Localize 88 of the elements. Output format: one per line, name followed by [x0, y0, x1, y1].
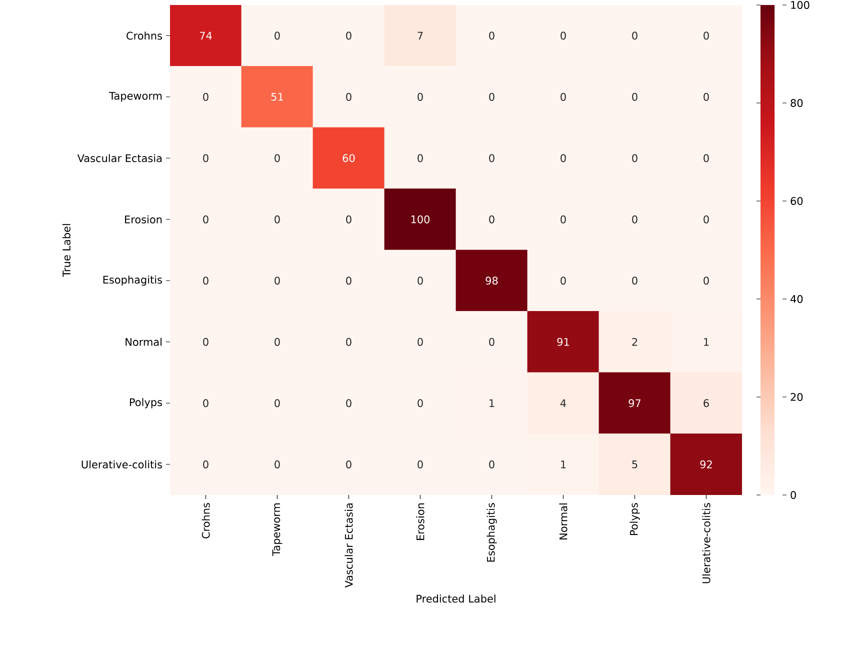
data-label: 1 [490, 399, 494, 407]
data-label: 74 [200, 32, 212, 40]
data-label: 0 [704, 92, 709, 101]
data-label: 0 [489, 154, 494, 162]
y-tick-label: Vascular Ectasia [77, 154, 162, 162]
data-label: 2 [632, 338, 638, 346]
data-label: 0 [489, 92, 494, 101]
data-label: 0 [632, 154, 638, 162]
x-axis-title: Predicted Label [416, 594, 496, 603]
y-tick-label: Esophagitis [103, 276, 162, 286]
data-label: 51 [271, 92, 283, 101]
data-label: 0 [560, 276, 566, 285]
data-label: 0 [274, 32, 280, 40]
data-label: 100 [411, 215, 430, 224]
data-label: 0 [560, 92, 566, 101]
y-tick-label: Polyps [130, 398, 162, 408]
data-label: 0 [632, 92, 638, 101]
data-label: 0 [203, 338, 208, 346]
data-label: 0 [418, 338, 423, 346]
data-label: 0 [704, 32, 709, 40]
y-axis-title: True Label [62, 224, 70, 277]
data-label: 0 [489, 32, 494, 40]
data-label: 5 [632, 460, 638, 468]
data-label: 0 [203, 92, 208, 101]
y-tick-label: Crohns [126, 32, 162, 40]
data-label: 4 [560, 399, 566, 407]
data-label: 0 [346, 32, 352, 40]
x-tick-label: Vascular Ectasia [344, 503, 353, 588]
data-label: 0 [418, 154, 423, 162]
x-tick-label: Esophagitis [486, 503, 497, 562]
data-label: 0 [203, 399, 208, 408]
color-bar-label: 40 [790, 295, 803, 303]
x-tick-label: Normal [559, 504, 568, 540]
data-label: 0 [418, 399, 423, 408]
x-tick-label: Tapeworm [272, 503, 282, 556]
data-label: 0 [203, 154, 208, 162]
data-label: 97 [628, 399, 640, 408]
data-label: 0 [274, 276, 280, 285]
data-label: 0 [632, 215, 638, 224]
y-tick-label: Tapeworm [109, 92, 162, 102]
data-label: 6 [704, 399, 709, 408]
data-label: 0 [346, 338, 352, 346]
data-label: 92 [700, 460, 712, 468]
x-tick-label: Crohns [202, 503, 210, 538]
data-label: 0 [346, 399, 352, 408]
data-label: 0 [274, 338, 280, 346]
data-label: 98 [486, 276, 498, 285]
data-label: 0 [632, 276, 638, 285]
data-label: 0 [346, 276, 352, 285]
data-label: 1 [704, 338, 709, 346]
data-label: 0 [274, 154, 280, 162]
x-tick-label: Erosion [416, 503, 424, 540]
y-tick-label: Erosion [125, 215, 162, 224]
data-label: 0 [704, 276, 709, 285]
data-label: 60 [342, 154, 355, 162]
data-label: 0 [346, 92, 352, 101]
data-label: 0 [418, 460, 423, 468]
data-label: 0 [489, 460, 494, 468]
data-label: 0 [560, 215, 566, 224]
data-label: 1 [561, 460, 566, 468]
data-label: 0 [560, 154, 566, 162]
data-label: 0 [346, 460, 352, 468]
data-label: 0 [418, 276, 423, 285]
data-label: 0 [203, 215, 208, 224]
data-label: 0 [704, 215, 709, 224]
color-bar-label: 60 [790, 197, 803, 205]
y-tick-label: Ulerative-colitis [82, 460, 162, 468]
color-bar-label: 0 [790, 491, 796, 499]
data-label: 91 [557, 338, 569, 346]
data-label: 7 [418, 32, 423, 40]
data-label: 0 [274, 215, 280, 224]
data-label: 0 [489, 215, 494, 224]
data-label: 0 [346, 215, 352, 224]
data-label: 0 [274, 460, 280, 468]
data-label: 0 [704, 154, 709, 162]
data-label: 0 [560, 32, 566, 40]
x-tick-label: Ulerative-colitis [702, 503, 710, 584]
data-label: 0 [203, 460, 208, 468]
data-label: 0 [632, 32, 638, 40]
data-label: 0 [489, 338, 494, 346]
data-label: 0 [418, 92, 423, 101]
color-bar-label: 100 [791, 1, 810, 9]
x-tick-label: Polyps [630, 503, 640, 536]
color-bar-label: 20 [790, 393, 803, 401]
color-bar-label: 80 [790, 99, 803, 107]
data-label: 0 [274, 399, 280, 408]
y-tick-label: Normal [126, 338, 162, 346]
data-label: 0 [203, 276, 208, 285]
